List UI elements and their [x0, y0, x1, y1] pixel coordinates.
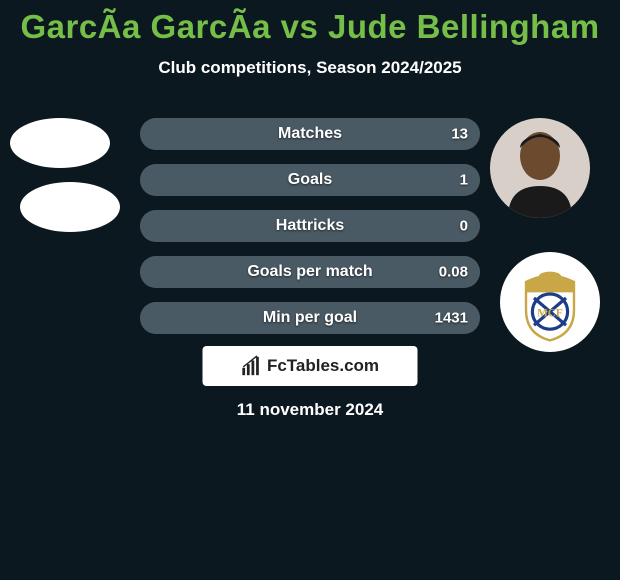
page-title: GarcÃ­a GarcÃ­a vs Jude Bellingham	[0, 8, 620, 46]
player-portrait-icon	[490, 118, 590, 218]
bar-label: Matches	[278, 125, 342, 143]
chart-icon	[241, 355, 263, 377]
right-club-badge: MCF	[500, 252, 600, 352]
real-madrid-crest-icon: MCF	[510, 262, 590, 342]
bar-value-right: 1431	[435, 310, 468, 327]
date-label: 11 november 2024	[237, 400, 383, 420]
stat-bar: Hattricks 0	[140, 210, 480, 242]
bar-label: Min per goal	[263, 309, 357, 327]
stat-bars: Matches 13 Goals 1 Hattricks 0 Goals per match…	[140, 118, 480, 348]
bar-value-right: 0.08	[439, 264, 468, 281]
right-player-avatar	[490, 118, 590, 218]
bar-value-right: 0	[460, 218, 468, 235]
bar-label: Goals	[288, 171, 332, 189]
watermark: FcTables.com	[203, 346, 418, 386]
stat-bar: Min per goal 1431	[140, 302, 480, 334]
left-club-badge	[20, 182, 120, 232]
watermark-text: FcTables.com	[267, 356, 379, 376]
left-player-avatar	[10, 118, 110, 168]
stat-bar: Matches 13	[140, 118, 480, 150]
svg-text:MCF: MCF	[537, 307, 563, 319]
stat-bar: Goals 1	[140, 164, 480, 196]
bar-value-right: 13	[451, 126, 468, 143]
stat-bar: Goals per match 0.08	[140, 256, 480, 288]
comparison-infographic: GarcÃ­a GarcÃ­a vs Jude Bellingham Club …	[0, 0, 620, 580]
bar-label: Goals per match	[247, 263, 372, 281]
bar-label: Hattricks	[276, 217, 344, 235]
subtitle: Club competitions, Season 2024/2025	[0, 58, 620, 78]
bar-value-right: 1	[460, 172, 468, 189]
